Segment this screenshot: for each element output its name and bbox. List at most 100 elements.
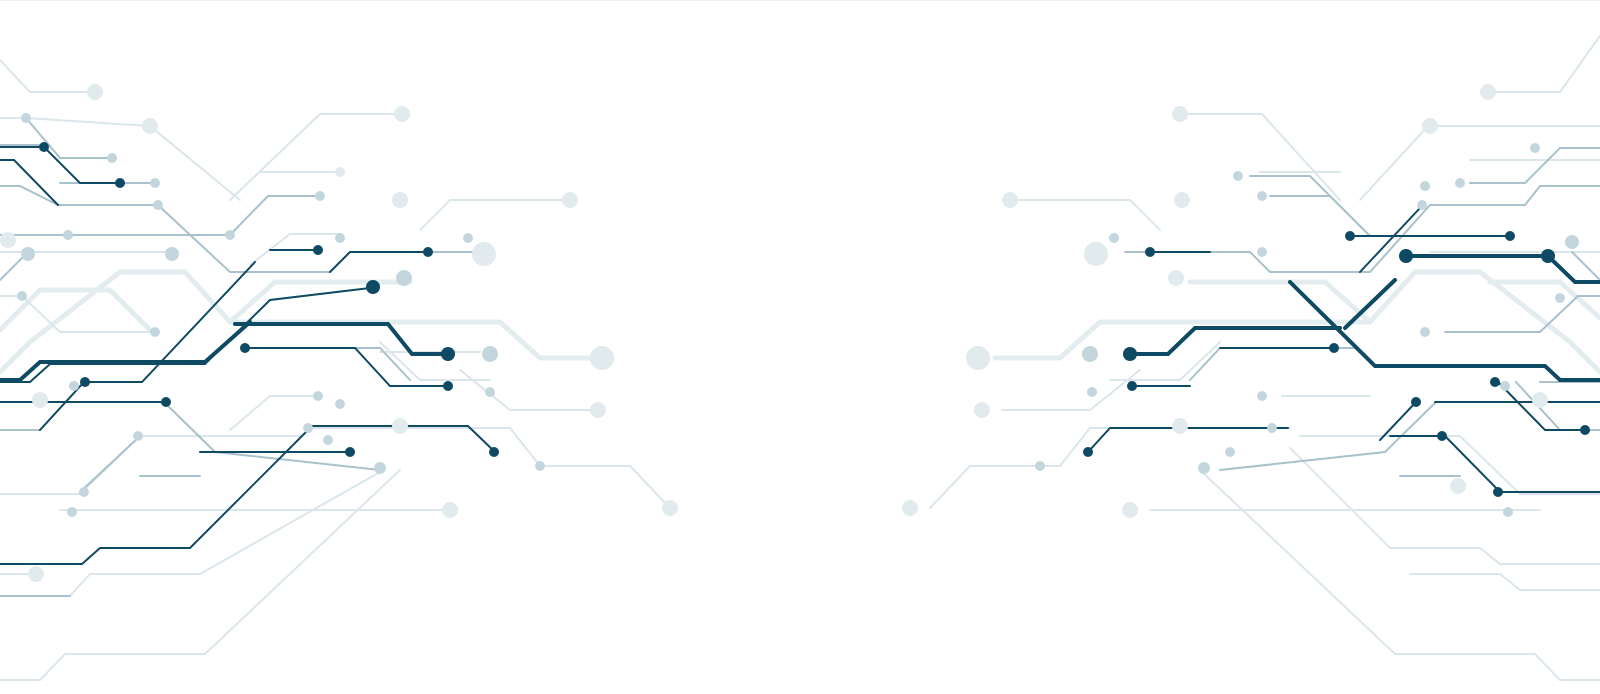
circuit-trace: [1299, 435, 1600, 495]
circuit-node: [142, 118, 158, 134]
circuit-trace: [0, 287, 153, 333]
circuit-node: [472, 242, 496, 266]
left-faint-traces: [0, 269, 608, 375]
circuit-trace: [0, 59, 96, 93]
circuit-node: [392, 192, 408, 208]
circuit-node: [1580, 425, 1590, 435]
circuit-trace: [0, 269, 608, 375]
circuit-node: [80, 377, 90, 387]
circuit-node: [1420, 327, 1430, 337]
circuit-node: [1417, 200, 1427, 210]
circuit-node: [1437, 431, 1447, 441]
circuit-node: [39, 142, 49, 152]
circuit-trace: [1001, 369, 1141, 411]
circuit-trace: [1124, 185, 1600, 273]
circuit-node: [67, 507, 77, 517]
circuit-trace: [227, 279, 413, 325]
circuit-trace: [1487, 35, 1600, 93]
circuit-trace: [1359, 207, 1421, 273]
circuit-node: [1084, 242, 1108, 266]
right-circuit-cluster: [902, 35, 1600, 681]
circuit-node: [1505, 231, 1515, 241]
left-mid-traces: [0, 117, 476, 597]
circuit-node: [1109, 233, 1119, 243]
circuit-node: [303, 423, 313, 433]
circuit-trace: [1389, 435, 1600, 493]
circuit-node: [662, 500, 678, 516]
circuit-node: [153, 200, 163, 210]
circuit-node: [1145, 247, 1155, 257]
circuit-node: [150, 178, 160, 188]
circuit-node: [394, 106, 410, 122]
circuit-trace: [1379, 401, 1417, 441]
circuit-trace: [1444, 295, 1600, 333]
circuit-node: [1541, 249, 1555, 263]
circuit-node: [1127, 381, 1137, 391]
left-dark-traces: [0, 146, 496, 565]
circuit-node: [0, 232, 16, 248]
circuit-trace: [311, 425, 496, 453]
circuit-trace: [233, 322, 450, 356]
circuit-node: [1420, 181, 1430, 191]
circuit-node: [1345, 231, 1355, 241]
circuit-node: [1172, 106, 1188, 122]
circuit-node: [1225, 447, 1235, 457]
circuit-node: [1565, 235, 1579, 249]
circuit-node: [1257, 247, 1267, 257]
top-divider: [0, 0, 1600, 1]
circuit-node: [150, 327, 160, 337]
circuit-node: [1198, 462, 1210, 474]
circuit-trace: [1288, 280, 1600, 382]
circuit-node: [1490, 377, 1500, 387]
circuit-trace: [1343, 278, 1397, 330]
circuit-trace: [0, 146, 121, 184]
circuit-node: [443, 381, 453, 391]
left-bold-traces: [0, 320, 450, 382]
circuit-trace: [419, 199, 571, 231]
circuit-node: [590, 402, 606, 418]
circuit-trace: [1249, 175, 1371, 237]
circuit-trace: [1487, 279, 1600, 321]
circuit-trace: [0, 320, 252, 382]
circuit-node: [1503, 507, 1513, 517]
circuit-trace: [0, 117, 241, 201]
circuit-node: [1257, 191, 1267, 201]
right-faint-nodes: [902, 84, 1548, 518]
circuit-trace: [0, 435, 301, 495]
circuit-trace: [1187, 279, 1373, 325]
right-faint-traces: [992, 269, 1600, 375]
right-light-nodes: [1035, 143, 1579, 517]
circuit-node: [87, 84, 103, 100]
circuit-trace: [229, 113, 403, 201]
circuit-node: [1480, 84, 1496, 100]
circuit-node: [345, 447, 355, 457]
circuit-node: [21, 247, 35, 261]
circuit-trace: [1109, 341, 1221, 381]
circuit-node: [1422, 118, 1438, 134]
circuit-trace: [1189, 347, 1356, 381]
circuit-trace: [0, 469, 401, 681]
circuit-trace: [1199, 469, 1600, 681]
circuit-node: [313, 245, 323, 255]
circuit-node: [1455, 178, 1465, 188]
right-light-traces: [929, 35, 1600, 681]
circuit-node: [161, 397, 171, 407]
circuit-node: [482, 346, 498, 362]
right-dark-nodes: [1083, 231, 1590, 497]
circuit-node: [1174, 192, 1190, 208]
circuit-trace: [1571, 251, 1600, 281]
circuit-node: [1233, 171, 1243, 181]
circuit-node: [902, 500, 918, 516]
circuit-node: [489, 447, 499, 457]
circuit-trace: [1179, 113, 1341, 201]
circuit-node: [115, 178, 125, 188]
circuit-node: [335, 233, 345, 243]
circuit-trace: [79, 435, 141, 493]
circuit-node: [133, 431, 143, 441]
circuit-trace: [1497, 381, 1586, 431]
circuit-node: [1555, 293, 1565, 303]
circuit-trace: [1403, 254, 1600, 284]
circuit-trace: [1289, 447, 1600, 565]
